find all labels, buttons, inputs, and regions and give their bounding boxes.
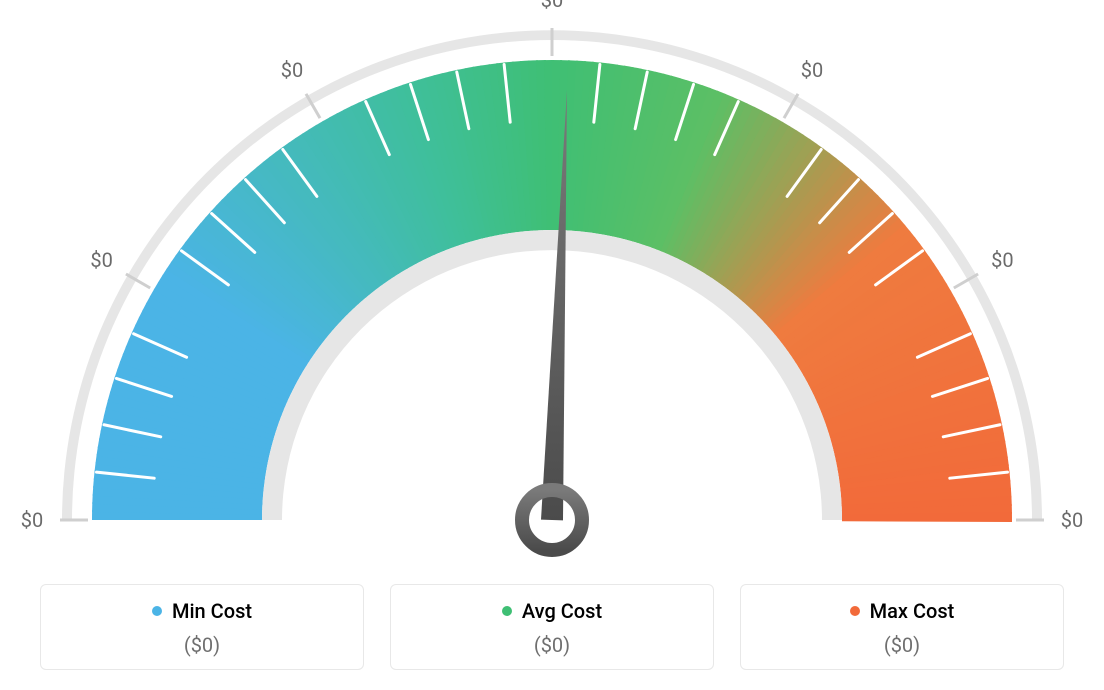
- legend-title-min: Min Cost: [152, 599, 252, 623]
- legend-card-max: Max Cost ($0): [740, 584, 1064, 670]
- legend-dot-min: [152, 606, 162, 616]
- legend-dot-max: [850, 606, 860, 616]
- legend-label-max: Max Cost: [870, 599, 955, 623]
- gauge-tick-label: $0: [21, 508, 43, 532]
- legend-title-max: Max Cost: [850, 599, 955, 623]
- legend-dot-avg: [502, 606, 512, 616]
- gauge-tick-label: $0: [541, 0, 563, 12]
- legend-value-max: ($0): [751, 633, 1053, 657]
- legend-card-avg: Avg Cost ($0): [390, 584, 714, 670]
- gauge-tick-label: $0: [281, 58, 303, 82]
- gauge-tick-label: $0: [801, 58, 823, 82]
- legend-card-min: Min Cost ($0): [40, 584, 364, 670]
- legend-value-avg: ($0): [401, 633, 703, 657]
- legend-value-min: ($0): [51, 633, 353, 657]
- legend-row: Min Cost ($0) Avg Cost ($0) Max Cost ($0…: [40, 584, 1064, 670]
- gauge-tick-label: $0: [991, 248, 1013, 272]
- legend-label-min: Min Cost: [172, 599, 252, 623]
- gauge-tick-label: $0: [90, 248, 112, 272]
- gauge-chart: $0 $0 $0 $0 $0 $0 $0: [0, 0, 1104, 560]
- legend-title-avg: Avg Cost: [502, 599, 602, 623]
- gauge-svg: [0, 0, 1104, 560]
- gauge-tick-label: $0: [1061, 508, 1083, 532]
- cost-gauge-container: $0 $0 $0 $0 $0 $0 $0 Min Cost ($0) Avg Cost ($…: [0, 0, 1104, 690]
- legend-label-avg: Avg Cost: [522, 599, 602, 623]
